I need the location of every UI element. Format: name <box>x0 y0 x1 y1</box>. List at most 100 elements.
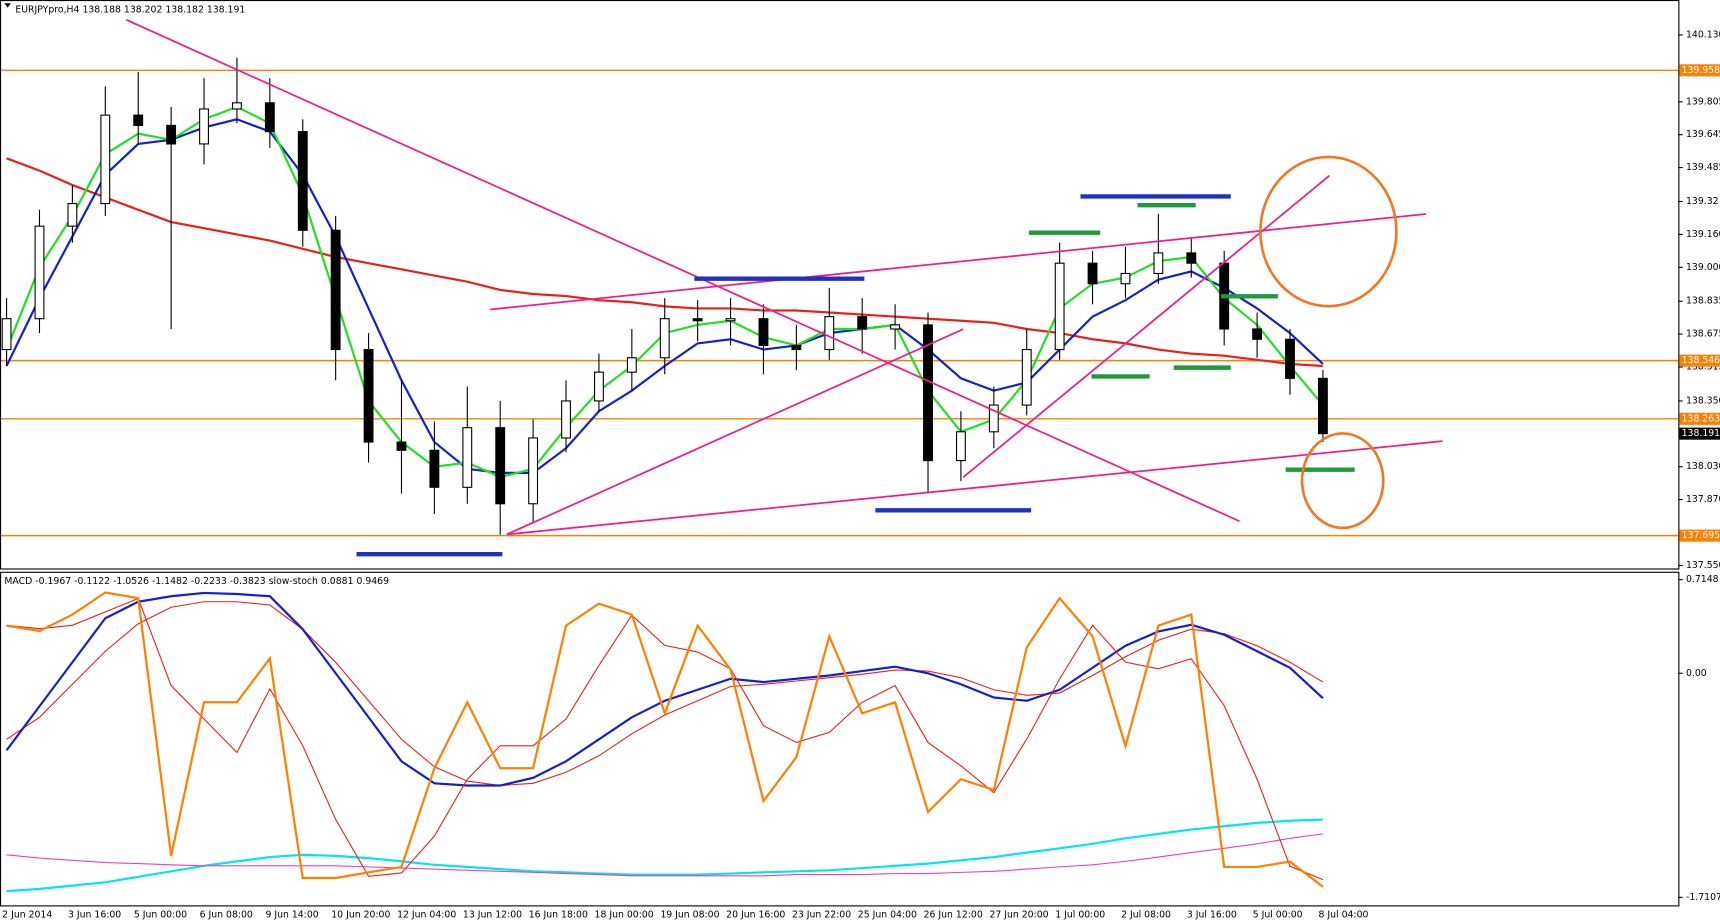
macd-pane-title: MACD -0.1967 -0.1122 -1.0526 -1.1482 -0.… <box>4 576 389 587</box>
menu-arrow <box>4 3 11 8</box>
candle-body <box>1252 328 1263 340</box>
last-price-box <box>1679 427 1720 440</box>
x-tick-label: 19 Jun 08:00 <box>660 910 719 921</box>
x-tick-label: 9 Jun 14:00 <box>265 910 318 921</box>
drawings <box>125 18 1443 557</box>
level-label: 138.546 <box>1682 355 1720 366</box>
x-tick-label: 26 Jun 12:00 <box>924 910 983 921</box>
candle-body <box>824 316 835 351</box>
candle-body <box>1153 252 1164 275</box>
level-label: 138.263 <box>1682 413 1720 424</box>
y-tick-label: 138.030 <box>1686 461 1720 472</box>
level-label: 137.695 <box>1682 530 1720 541</box>
candle-body <box>264 102 275 133</box>
y-tick-label: 139.805 <box>1686 96 1720 107</box>
candle-body <box>297 131 308 231</box>
candle-body <box>988 404 999 433</box>
candle-body <box>1285 338 1295 379</box>
blue-marks <box>356 194 1231 557</box>
x-tick-label: 23 Jun 22:00 <box>792 910 851 921</box>
x-tick-label: 10 Jun 20:00 <box>331 910 390 921</box>
level-label-box <box>1679 64 1720 77</box>
candle-body <box>758 318 769 346</box>
trend-line <box>490 213 1427 311</box>
x-tick-label: 12 Jun 04:00 <box>397 910 456 921</box>
candle-body <box>923 324 933 462</box>
y-tick-label: -1.7107 <box>1686 892 1720 903</box>
candle-body <box>528 437 539 505</box>
candle-body <box>232 102 242 110</box>
y-tick-label: 139.000 <box>1686 262 1720 273</box>
candle-body <box>791 344 802 351</box>
x-tick-label: 3 Jun 16:00 <box>68 910 121 921</box>
x-tick-label: 8 Jul 04:00 <box>1319 910 1369 921</box>
x-tick-label: 5 Jun 00:00 <box>134 910 187 921</box>
indicator-line <box>6 818 1323 893</box>
y-tick-label: 139.32 <box>1686 196 1719 207</box>
candle-body <box>1021 348 1032 406</box>
candle-body <box>67 203 78 227</box>
y-tick-label: 137.870 <box>1686 494 1720 505</box>
level-label: 139.958 <box>1682 65 1720 76</box>
y-tick-label: 138.835 <box>1686 296 1720 307</box>
y-tick-label: 139.160 <box>1686 229 1720 240</box>
candle-body <box>659 318 670 359</box>
indicator-line <box>6 597 1324 881</box>
candle-body <box>955 431 966 462</box>
candle-body <box>166 124 177 145</box>
y-tick-label: 0.00 <box>1686 668 1707 679</box>
candle-body <box>725 318 736 322</box>
candle-body <box>561 400 571 439</box>
y-tick-label: 139.485 <box>1686 162 1720 173</box>
candle-body <box>1186 252 1197 264</box>
price-pane-title: EURJPYpro,H4 138.188 138.202 138.182 138… <box>15 4 245 15</box>
x-tick-label: 16 Jun 18:00 <box>529 910 588 921</box>
plot-layer <box>0 57 1679 893</box>
x-tick-label: 5 Jul 00:00 <box>1253 910 1303 921</box>
candle-body <box>34 225 45 320</box>
highlight-circle <box>1300 432 1385 530</box>
x-tick-label: 18 Jun 00:00 <box>595 910 654 921</box>
candle-body <box>1087 262 1098 285</box>
level-label-box <box>1679 529 1720 542</box>
x-tick-label: 1 Jul 00:00 <box>1055 910 1105 921</box>
candle-body <box>890 324 901 330</box>
y-tick-label: 138.675 <box>1686 329 1720 340</box>
candle-body <box>429 449 440 488</box>
x-tick-label: 27 Jun 20:00 <box>989 910 1048 921</box>
circles <box>1259 155 1398 530</box>
x-tick-label: 2 Jul 08:00 <box>1121 910 1171 921</box>
y-tick-label: 137.550 <box>1686 560 1720 571</box>
candle-body <box>593 371 604 402</box>
y-tick-label: 138.515 <box>1686 362 1720 373</box>
level-label-box <box>1679 412 1720 425</box>
y-tick-label: 0.7148 <box>1686 574 1719 585</box>
candle-body <box>199 108 209 145</box>
price-pane-frame <box>0 0 1680 570</box>
trend-line <box>962 174 1331 479</box>
last-price-label: 138.191 <box>1682 428 1720 439</box>
indicator-line <box>6 591 1324 888</box>
candle-body <box>626 357 637 373</box>
candle-body <box>1317 377 1328 435</box>
x-tick-label: 20 Jun 16:00 <box>726 910 785 921</box>
green-marks <box>1028 203 1355 472</box>
x-tick-label: 3 Jul 16:00 <box>1187 910 1237 921</box>
trend-lines <box>125 18 1443 536</box>
y-tick-label: 138.350 <box>1686 395 1720 406</box>
trend-line <box>125 18 1240 523</box>
candle-body <box>692 318 703 322</box>
candle-body <box>462 427 473 488</box>
trend-line <box>506 440 1443 536</box>
candle-body <box>857 316 868 330</box>
trend-line <box>506 328 964 536</box>
candle-body <box>330 229 341 351</box>
candle-body <box>100 114 111 205</box>
x-tick-label: 13 Jun 12:00 <box>463 910 522 921</box>
candle-body <box>495 427 506 505</box>
candle-body <box>133 114 144 126</box>
candle-body <box>396 441 407 451</box>
